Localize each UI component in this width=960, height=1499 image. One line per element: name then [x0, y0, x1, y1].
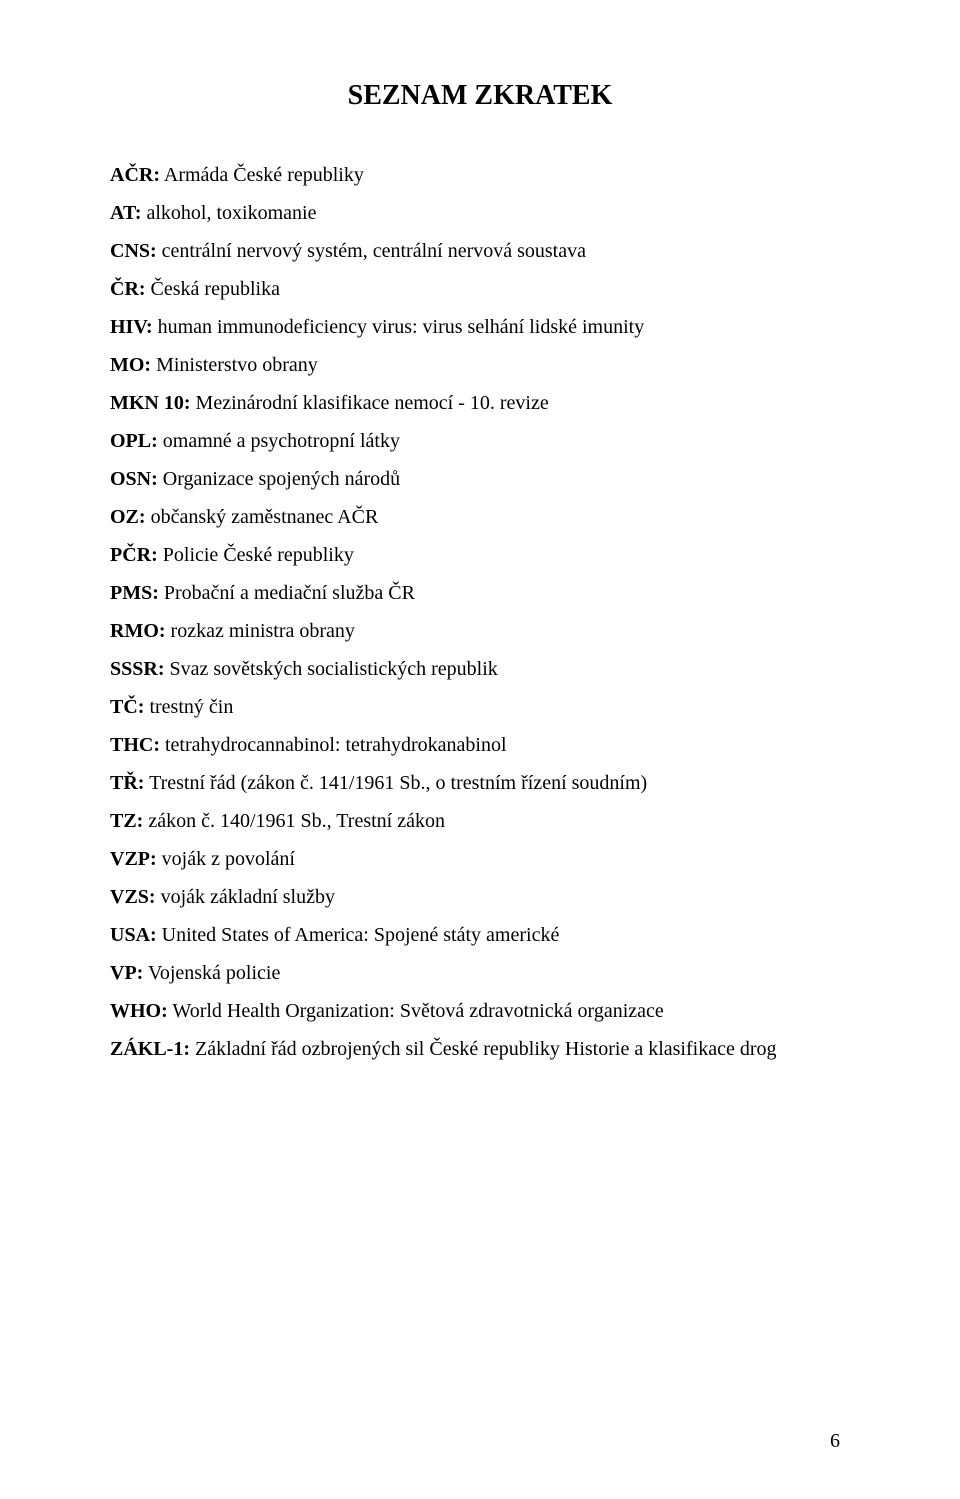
abbr: HIV: — [110, 316, 153, 338]
abbr: PČR: — [110, 544, 158, 566]
definition: Trestní řád (zákon č. 141/1961 Sb., o tr… — [144, 772, 647, 794]
definition: omamné a psychotropní látky — [158, 430, 400, 452]
definition: Ministerstvo obrany — [151, 354, 318, 376]
abbr: WHO: — [110, 1000, 168, 1022]
abbr: VZP: — [110, 848, 157, 870]
list-item: WHO: World Health Organization: Světová … — [110, 992, 850, 1030]
list-item: TZ: zákon č. 140/1961 Sb., Trestní zákon — [110, 802, 850, 840]
list-item: VZP: voják z povolání — [110, 840, 850, 878]
list-item: HIV: human immunodeficiency virus: virus… — [110, 308, 850, 346]
abbr: MO: — [110, 354, 151, 376]
list-item: ZÁKL-1: Základní řád ozbrojených sil Čes… — [110, 1030, 850, 1068]
list-item: PMS: Probační a mediační služba ČR — [110, 574, 850, 612]
abbr: PMS: — [110, 582, 159, 604]
page-number: 6 — [830, 1430, 840, 1453]
abbr: SSSR: — [110, 658, 164, 680]
definition: zákon č. 140/1961 Sb., Trestní zákon — [143, 810, 445, 832]
definition: Základní řád ozbrojených sil České repub… — [190, 1038, 776, 1060]
abbr: TZ: — [110, 810, 143, 832]
abbr: CNS: — [110, 240, 157, 262]
abbr: TŘ: — [110, 772, 144, 794]
definition: centrální nervový systém, centrální nerv… — [157, 240, 586, 262]
definition: tetrahydrocannabinol: tetrahydrokanabino… — [160, 734, 507, 756]
abbr: ČR: — [110, 278, 146, 300]
list-item: RMO: rozkaz ministra obrany — [110, 612, 850, 650]
abbr: VP: — [110, 962, 143, 984]
abbr: OSN: — [110, 468, 158, 490]
list-item: OZ: občanský zaměstnanec AČR — [110, 498, 850, 536]
abbr: ZÁKL-1: — [110, 1038, 190, 1060]
abbr: MKN 10: — [110, 392, 191, 414]
abbr: VZS: — [110, 886, 156, 908]
definition: alkohol, toxikomanie — [141, 202, 316, 224]
definition: voják z povolání — [157, 848, 295, 870]
list-item: VZS: voják základní služby — [110, 878, 850, 916]
list-item: VP: Vojenská policie — [110, 954, 850, 992]
definition: Policie České republiky — [158, 544, 354, 566]
list-item: TČ: trestný čin — [110, 688, 850, 726]
page-title: SEZNAM ZKRATEK — [110, 80, 850, 112]
definition: Mezinárodní klasifikace nemocí - 10. rev… — [191, 392, 549, 414]
abbr: THC: — [110, 734, 160, 756]
abbr: TČ: — [110, 696, 144, 718]
definition: Česká republika — [146, 278, 280, 300]
definition: voják základní služby — [156, 886, 335, 908]
definition: Organizace spojených národů — [158, 468, 400, 490]
list-item: PČR: Policie České republiky — [110, 536, 850, 574]
definition: Armáda České republiky — [160, 164, 364, 186]
abbr: RMO: — [110, 620, 166, 642]
list-item: USA: United States of America: Spojené s… — [110, 916, 850, 954]
list-item: AT: alkohol, toxikomanie — [110, 194, 850, 232]
abbr: OZ: — [110, 506, 146, 528]
list-item: OSN: Organizace spojených národů — [110, 460, 850, 498]
abbr: USA: — [110, 924, 157, 946]
abbr: AČR: — [110, 164, 160, 186]
definition: Probační a mediační služba ČR — [159, 582, 415, 604]
definition: rozkaz ministra obrany — [166, 620, 355, 642]
definition: Vojenská policie — [143, 962, 280, 984]
definition: Svaz sovětských socialistických republik — [164, 658, 497, 680]
list-item: CNS: centrální nervový systém, centrální… — [110, 232, 850, 270]
list-item: ČR: Česká republika — [110, 270, 850, 308]
definition: human immunodeficiency virus: virus selh… — [153, 316, 645, 338]
list-item: THC: tetrahydrocannabinol: tetrahydrokan… — [110, 726, 850, 764]
abbreviation-list: AČR: Armáda České republiky AT: alkohol,… — [110, 156, 850, 1068]
list-item: AČR: Armáda České republiky — [110, 156, 850, 194]
definition: trestný čin — [144, 696, 233, 718]
definition: World Health Organization: Světová zdrav… — [168, 1000, 664, 1022]
definition: United States of America: Spojené státy … — [157, 924, 560, 946]
abbr: OPL: — [110, 430, 158, 452]
list-item: OPL: omamné a psychotropní látky — [110, 422, 850, 460]
definition: občanský zaměstnanec AČR — [146, 506, 379, 528]
list-item: MKN 10: Mezinárodní klasifikace nemocí -… — [110, 384, 850, 422]
list-item: MO: Ministerstvo obrany — [110, 346, 850, 384]
list-item: SSSR: Svaz sovětských socialistických re… — [110, 650, 850, 688]
abbr: AT: — [110, 202, 141, 224]
list-item: TŘ: Trestní řád (zákon č. 141/1961 Sb., … — [110, 764, 850, 802]
